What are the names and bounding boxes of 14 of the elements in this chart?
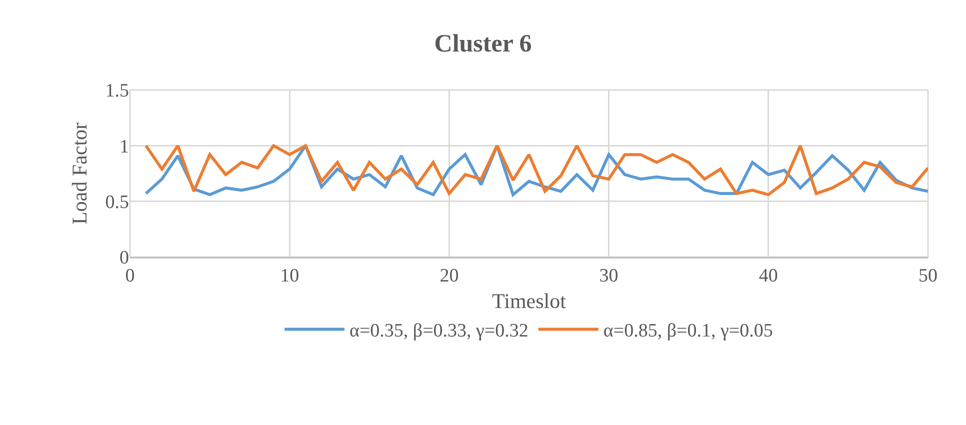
y-tick-label: 1.5 [105,80,129,102]
x-axis-title: Timeslot [492,289,566,314]
x-tick-label: 40 [758,265,778,286]
x-tick-label: 20 [440,265,459,286]
y-axis-title: Load Factor [67,122,92,225]
y-tick-label: 0.5 [105,192,129,213]
chart-title: Cluster 6 [434,30,532,58]
y-tick-label: 1 [120,136,129,158]
y-tick-label: 0 [120,248,129,269]
x-tick-label: 50 [918,265,938,286]
legend-label: α=0.85, β=0.1, γ=0.05 [603,320,773,342]
x-tick-label: 30 [599,265,618,286]
x-tick-label: 10 [280,265,300,286]
legend-label: α=0.35, β=0.33, γ=0.32 [350,320,528,342]
